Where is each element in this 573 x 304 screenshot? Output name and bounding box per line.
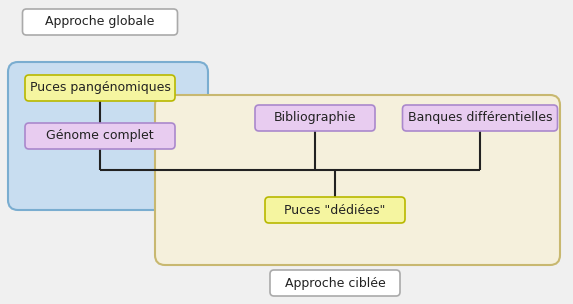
Text: Bibliographie: Bibliographie bbox=[274, 112, 356, 125]
Text: Banques différentielles: Banques différentielles bbox=[408, 112, 552, 125]
FancyBboxPatch shape bbox=[402, 105, 558, 131]
Text: Approche globale: Approche globale bbox=[45, 16, 155, 29]
Text: Approche ciblée: Approche ciblée bbox=[285, 277, 386, 289]
FancyBboxPatch shape bbox=[270, 270, 400, 296]
Text: Puces "dédiées": Puces "dédiées" bbox=[284, 203, 386, 216]
FancyBboxPatch shape bbox=[8, 62, 208, 210]
FancyBboxPatch shape bbox=[155, 95, 560, 265]
FancyBboxPatch shape bbox=[255, 105, 375, 131]
FancyBboxPatch shape bbox=[25, 123, 175, 149]
FancyBboxPatch shape bbox=[265, 197, 405, 223]
Text: Génome complet: Génome complet bbox=[46, 130, 154, 143]
Text: Puces pangénomiques: Puces pangénomiques bbox=[30, 81, 170, 95]
FancyBboxPatch shape bbox=[22, 9, 178, 35]
FancyBboxPatch shape bbox=[25, 75, 175, 101]
